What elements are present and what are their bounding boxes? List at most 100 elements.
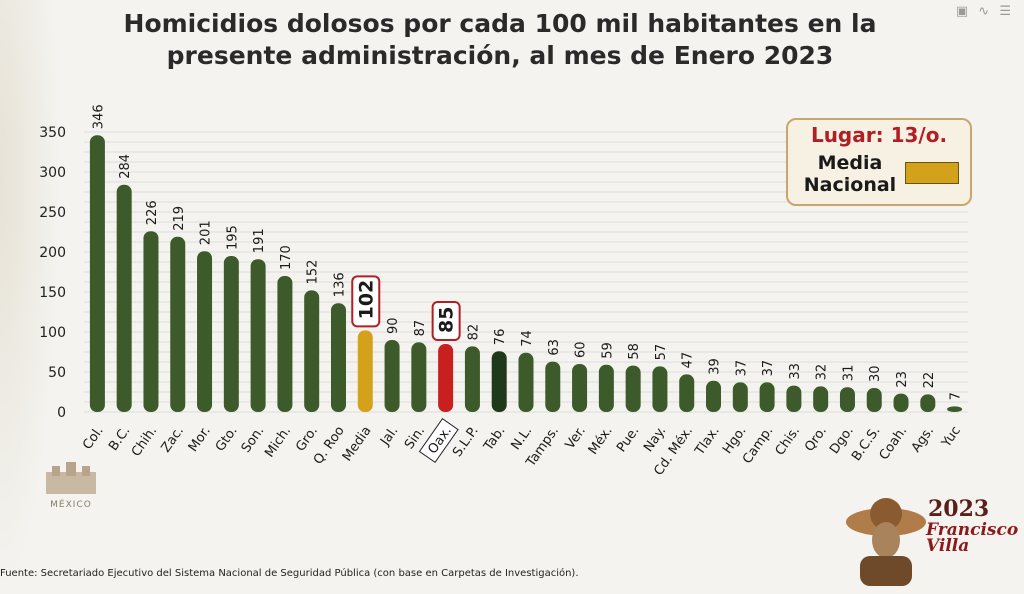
category-label: Media [340, 424, 375, 465]
value-label: 346 [91, 104, 106, 129]
bar [866, 388, 882, 412]
category-label: Tab. [481, 424, 509, 455]
highlight-value-label: 85 [431, 301, 461, 341]
value-label-text: 58 [627, 343, 642, 360]
value-label-text: 284 [118, 154, 133, 179]
highlight-value-label: 102 [351, 275, 381, 328]
value-label-text: 74 [520, 330, 535, 347]
category-label-text: Mor. [186, 424, 214, 455]
highlight-box [431, 301, 461, 341]
bar [679, 374, 695, 412]
value-label-text: 201 [199, 220, 214, 245]
bar [411, 342, 427, 412]
category-label-text: Chis. [773, 424, 804, 459]
bar [197, 251, 213, 412]
category-label: Tlax. [692, 424, 723, 459]
bar [759, 382, 775, 412]
y-tick-label: 250 [39, 205, 66, 221]
value-label: 63 [547, 339, 562, 356]
category-label-text: Tab. [481, 424, 509, 455]
value-label: 23 [895, 371, 910, 388]
category-label-text: Chih. [129, 424, 160, 460]
bar [732, 382, 748, 412]
value-label-text: 32 [815, 364, 830, 381]
category-label-text: Zac. [159, 424, 187, 456]
value-label-text: 59 [600, 342, 615, 359]
category-label-text: Media [340, 424, 375, 465]
bar [706, 380, 722, 412]
y-tick-label: 200 [39, 245, 66, 261]
category-label-text: Tlax. [692, 424, 723, 459]
category-label-text: Pue. [614, 424, 642, 456]
value-label: 60 [574, 341, 589, 358]
category-label-text: Gto. [213, 424, 241, 455]
bar [116, 184, 132, 412]
value-label-text: 195 [225, 225, 240, 250]
bar [223, 256, 239, 412]
category-label: Méx. [586, 424, 616, 458]
bar [384, 340, 400, 412]
category-label-text: Coah. [877, 424, 911, 463]
left-decoration [0, 0, 60, 594]
bar [89, 135, 105, 412]
value-label: 284 [118, 154, 133, 179]
category-label-text: Méx. [586, 424, 616, 458]
category-label: Gto. [213, 424, 241, 455]
bar [786, 385, 802, 412]
bar [250, 259, 266, 412]
category-label: Pue. [614, 424, 642, 456]
value-label: 201 [199, 220, 214, 245]
value-label-text: 63 [547, 339, 562, 356]
bar [920, 394, 936, 412]
value-label-text: 82 [466, 324, 481, 341]
category-label-text: Qro. [802, 424, 830, 455]
value-label-text: 76 [493, 329, 508, 346]
value-label: 33 [788, 363, 803, 380]
legend-label: Media Nacional [803, 152, 897, 196]
y-tick-label: 300 [39, 165, 66, 181]
value-label-text: 102 [355, 280, 377, 320]
y-tick-label: 100 [39, 325, 66, 341]
value-label: 219 [172, 206, 187, 231]
bar [491, 351, 507, 412]
category-label-text: Mich. [262, 424, 294, 461]
bar [330, 303, 346, 412]
bar [438, 344, 454, 412]
bar [893, 393, 909, 412]
category-label: Yuc [938, 424, 963, 451]
value-label: 32 [815, 364, 830, 381]
value-label: 57 [654, 344, 669, 361]
bar [598, 364, 614, 412]
category-label-text: B.C.S. [849, 424, 883, 464]
category-label: Ags. [909, 424, 937, 456]
category-label-text: Jal. [377, 424, 401, 449]
category-label: Zac. [159, 424, 187, 456]
value-label-text: 346 [91, 104, 106, 129]
value-label: 22 [922, 372, 937, 389]
value-label: 59 [600, 342, 615, 359]
logo-left-text: MÉXICO [50, 500, 92, 510]
y-tick-label: 350 [39, 125, 66, 141]
value-label-text: 7 [949, 392, 964, 400]
status-bar: ▣ ∿ ☰ [955, 4, 1014, 19]
value-label-text: 90 [386, 317, 401, 334]
value-label-text: 39 [708, 358, 723, 375]
value-label: 82 [466, 324, 481, 341]
highlight-box [351, 275, 381, 328]
bar [170, 236, 186, 412]
bar [839, 387, 855, 412]
category-label: Jal. [377, 424, 401, 449]
category-label: Coah. [877, 424, 911, 463]
value-label-text: 22 [922, 372, 937, 389]
bar [625, 365, 641, 412]
value-label-text: 87 [413, 320, 428, 337]
value-label-text: 47 [681, 352, 696, 369]
value-label-text: 37 [734, 360, 749, 377]
legend-rank: Lugar: 13/o. [810, 123, 948, 147]
value-label: 152 [306, 260, 321, 285]
value-label: 39 [708, 358, 723, 375]
category-highlight-box [418, 417, 459, 464]
value-label: 74 [520, 330, 535, 347]
value-label: 37 [734, 360, 749, 377]
